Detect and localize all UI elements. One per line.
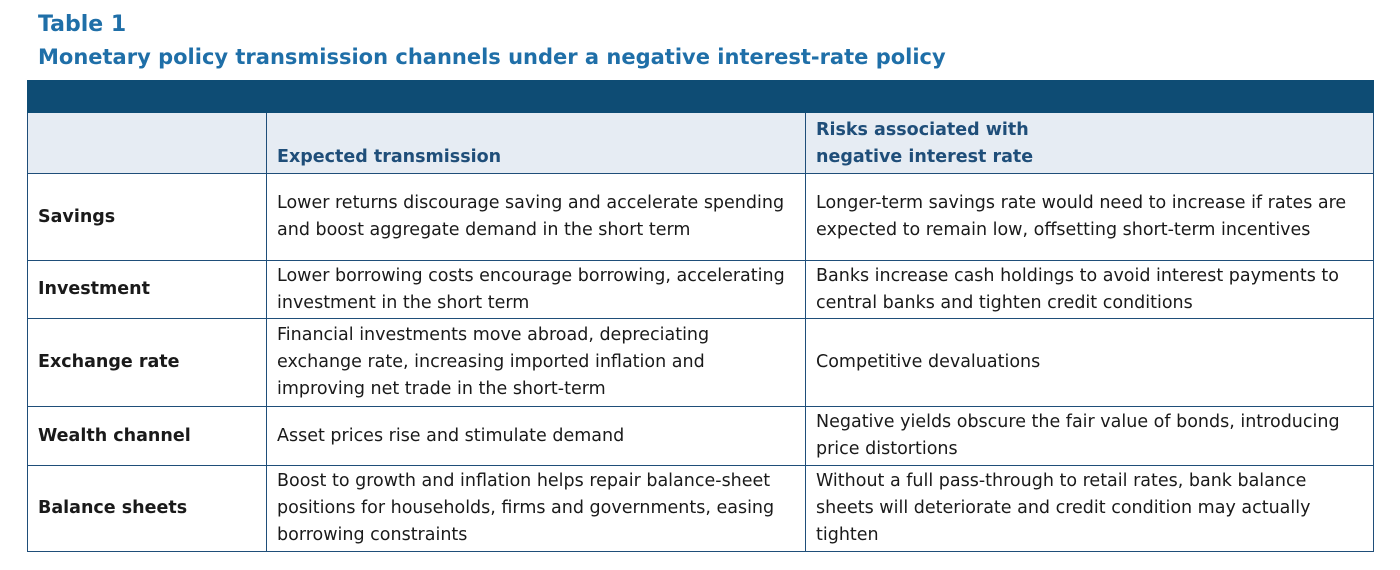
expected-cell: Boost to growth and inflation helps repa… xyxy=(266,465,806,552)
channel-cell: Investment xyxy=(27,260,267,319)
expected-cell: Asset prices rise and stimulate demand xyxy=(266,406,806,466)
risks-cell: Negative yields obscure the fair value o… xyxy=(804,406,1375,466)
column-header-risks-line1: Risks associated with xyxy=(816,120,1029,140)
channel-cell: Savings xyxy=(27,173,267,261)
column-header-risks-line2: negative interest rate xyxy=(816,147,1034,167)
table-row: Exchange rate Financial investments move… xyxy=(27,318,1375,407)
table-row: Savings Lower returns discourage saving … xyxy=(27,173,1375,261)
table-row: Balance sheets Boost to growth and infla… xyxy=(27,465,1375,552)
title-block: Table 1 Monetary policy transmission cha… xyxy=(38,8,946,72)
channel-cell: Balance sheets xyxy=(27,465,267,552)
table-row: Wealth channel Asset prices rise and sti… xyxy=(27,406,1375,466)
header-bar-cell xyxy=(26,80,1375,113)
risks-cell: Without a full pass-through to retail ra… xyxy=(804,465,1375,552)
table-row: Investment Lower borrowing costs encoura… xyxy=(27,260,1375,319)
column-header-risks: Risks associated with negative interest r… xyxy=(804,112,1375,174)
channel-cell: Exchange rate xyxy=(27,318,267,407)
column-header-channel xyxy=(27,112,267,174)
risks-cell: Banks increase cash holdings to avoid in… xyxy=(804,260,1375,319)
table-label: Table 1 xyxy=(38,12,127,37)
column-header-expected: Expected transmission xyxy=(266,112,806,174)
expected-cell: Financial investments move abroad, depre… xyxy=(266,318,806,407)
expected-cell: Lower borrowing costs encourage borrowin… xyxy=(266,260,806,319)
risks-cell: Longer-term savings rate would need to i… xyxy=(804,173,1375,261)
transmission-table: Expected transmission Risks associated w… xyxy=(26,80,1375,552)
channel-cell: Wealth channel xyxy=(27,406,267,466)
expected-cell: Lower returns discourage saving and acce… xyxy=(266,173,806,261)
risks-cell: Competitive devaluations xyxy=(804,318,1375,407)
table-title: Monetary policy transmission channels un… xyxy=(38,45,946,69)
column-header-row: Expected transmission Risks associated w… xyxy=(27,112,1375,174)
header-bar xyxy=(26,80,1375,113)
